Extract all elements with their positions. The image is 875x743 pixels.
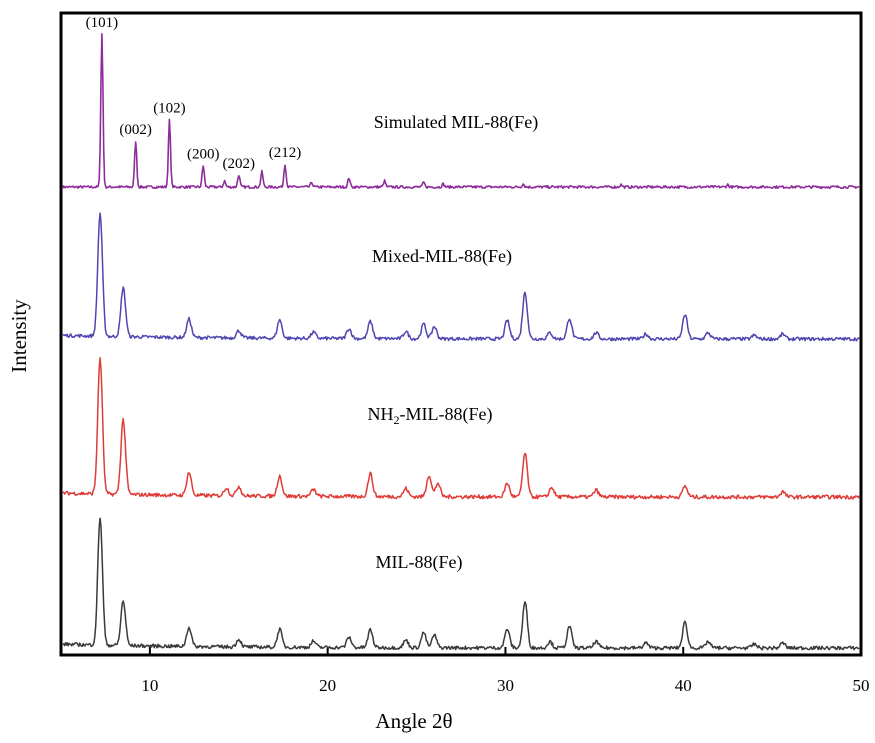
peak-labels: (101) (002)(102) (200)(202) (212) <box>86 15 302 172</box>
x-tick-label: 40 <box>675 676 692 695</box>
x-axis-ticks: 10 20 30 40 50 <box>141 647 870 695</box>
series-line-1 <box>62 32 860 190</box>
peak-index-label: (002) <box>119 122 152 138</box>
series-line-4 <box>62 517 860 651</box>
series-label-simulated: Simulated MIL-88(Fe) <box>374 112 538 133</box>
series-line-3 <box>62 357 860 500</box>
series-labels: Simulated MIL-88(Fe) Mixed-MIL-88(Fe) NH… <box>368 112 539 573</box>
plot-frame <box>59 11 863 657</box>
peak-index-label: (202) <box>223 156 256 172</box>
x-tick-label: 50 <box>853 676 870 695</box>
peak-index-label: (200) <box>187 147 220 163</box>
series-label-mil88: MIL-88(Fe) <box>376 552 463 573</box>
peak-index-label: (101) <box>86 15 119 31</box>
x-tick-label: 30 <box>497 676 514 695</box>
series-line-2 <box>62 212 860 342</box>
x-axis-title: Angle 2θ <box>375 709 452 733</box>
x-tick-label: 10 <box>141 676 158 695</box>
series-label-mixed: Mixed-MIL-88(Fe) <box>372 246 512 267</box>
series-group <box>62 32 860 651</box>
peak-index-label: (212) <box>269 145 302 161</box>
peak-index-label: (102) <box>153 101 186 117</box>
x-tick-label: 20 <box>319 676 336 695</box>
series-label-nh2: NH2-MIL-88(Fe) <box>368 404 493 427</box>
y-axis-title: Intensity <box>7 299 31 373</box>
